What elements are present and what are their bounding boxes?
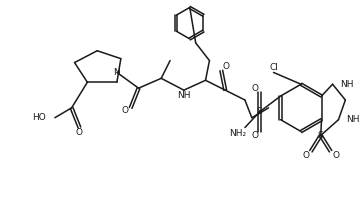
Text: O: O [303,151,310,160]
Text: O: O [251,84,258,93]
Text: O: O [223,62,230,71]
Text: NH₂: NH₂ [230,129,247,138]
Text: Cl: Cl [269,63,278,72]
Text: O: O [76,128,83,137]
Text: S: S [257,107,262,116]
Text: S: S [318,131,324,140]
Text: HO: HO [32,113,46,122]
Text: N: N [114,68,120,77]
Text: NH: NH [340,80,354,89]
Text: O: O [121,106,128,115]
Text: NH: NH [177,91,191,100]
Text: O: O [332,151,339,160]
Text: NH: NH [346,115,360,124]
Text: O: O [251,131,258,140]
